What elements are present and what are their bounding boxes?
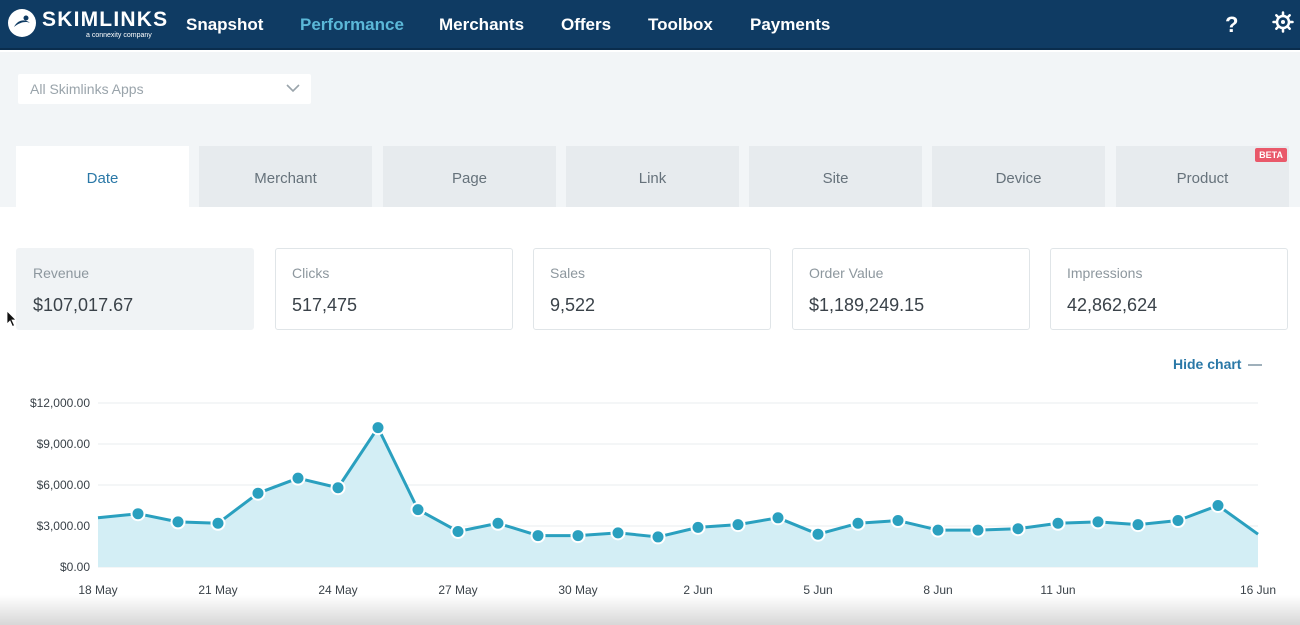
tab-product-label: Product: [1176, 170, 1229, 187]
revenue-chart: $12,000.00 $9,000.00 $6,000.00 $3,000.00 $0.…: [30, 396, 1276, 597]
data-point[interactable]: [890, 513, 906, 529]
data-point[interactable]: [210, 515, 226, 531]
metric-value: 9,522: [550, 295, 596, 315]
x-tick-label: 24 May: [318, 583, 357, 597]
metric-label: Sales: [550, 265, 586, 281]
tab-date[interactable]: Date: [16, 146, 189, 207]
help-icon[interactable]: ?: [1225, 12, 1239, 37]
data-point[interactable]: [610, 525, 626, 541]
y-tick-label: $6,000.00: [37, 478, 91, 492]
data-point[interactable]: [1050, 515, 1066, 531]
metric-value: 517,475: [292, 295, 358, 315]
beta-badge: BETA: [1255, 148, 1287, 162]
bottom-fade: [0, 595, 1300, 625]
brand-tagline: a connexity company: [86, 32, 152, 39]
x-tick-label: 11 Jun: [1040, 583, 1075, 597]
nav-toolbox[interactable]: Toolbox: [648, 15, 713, 34]
nav-snapshot[interactable]: Snapshot: [186, 15, 264, 34]
app-select-dropdown[interactable]: All Skimlinks Apps: [18, 74, 311, 104]
metric-value: 42,862,624: [1067, 295, 1158, 315]
data-point[interactable]: [690, 519, 706, 535]
minus-icon[interactable]: [1248, 364, 1262, 366]
nav-performance[interactable]: Performance: [300, 15, 404, 34]
metric-value: $107,017.67: [33, 295, 134, 315]
brand-name: SKIMLINKS: [42, 8, 169, 31]
data-point[interactable]: [1090, 514, 1106, 530]
mouse-cursor-icon: [6, 310, 18, 333]
x-tick-label: 16 Jun: [1240, 583, 1276, 597]
x-tick-label: 5 Jun: [803, 583, 832, 597]
data-point[interactable]: [810, 526, 826, 542]
data-point[interactable]: [1170, 513, 1186, 529]
tab-device[interactable]: Device: [932, 146, 1105, 207]
metric-card-clicks[interactable]: Clicks 517,475: [275, 248, 513, 330]
gear-icon[interactable]: [1272, 11, 1294, 39]
data-point[interactable]: [290, 470, 306, 486]
y-tick-label: $3,000.00: [37, 519, 91, 533]
data-point[interactable]: [130, 506, 146, 522]
data-point[interactable]: [250, 485, 266, 501]
data-point[interactable]: [650, 529, 666, 545]
y-tick-label: $12,000.00: [30, 396, 90, 410]
y-tick-label: $0.00: [60, 560, 90, 574]
x-tick-label: 2 Jun: [683, 583, 712, 597]
metric-card-order-value[interactable]: Order Value $1,189,249.15: [792, 248, 1030, 330]
logo-mark-icon: [8, 9, 36, 37]
metric-label: Clicks: [292, 265, 330, 281]
data-point[interactable]: [970, 522, 986, 538]
chevron-down-icon: [285, 80, 301, 101]
metric-card-sales[interactable]: Sales 9,522: [533, 248, 771, 330]
metric-value: $1,189,249.15: [809, 295, 925, 315]
data-point[interactable]: [770, 510, 786, 526]
nav-payments[interactable]: Payments: [750, 15, 831, 34]
tab-product[interactable]: Product BETA: [1116, 146, 1289, 207]
data-point[interactable]: [1010, 521, 1026, 537]
data-point[interactable]: [370, 420, 386, 436]
metric-label: Revenue: [33, 265, 90, 281]
x-tick-label: 21 May: [198, 583, 237, 597]
data-point[interactable]: [930, 522, 946, 538]
data-point[interactable]: [570, 528, 586, 544]
data-point[interactable]: [490, 515, 506, 531]
data-point[interactable]: [170, 514, 186, 530]
data-point[interactable]: [410, 502, 426, 518]
tab-page[interactable]: Page: [383, 146, 556, 207]
top-nav: SKIMLINKS a connexity company Snapshot P…: [0, 0, 1300, 50]
y-tick-label: $9,000.00: [37, 437, 91, 451]
data-point[interactable]: [1210, 498, 1226, 513]
data-point[interactable]: [730, 517, 746, 533]
metric-card-impressions[interactable]: Impressions 42,862,624: [1050, 248, 1288, 330]
data-point[interactable]: [450, 523, 466, 539]
metric-label: Order Value: [809, 265, 884, 281]
data-point[interactable]: [330, 480, 346, 496]
tab-link[interactable]: Link: [566, 146, 739, 207]
x-tick-label: 8 Jun: [923, 583, 952, 597]
skimlinks-logo[interactable]: SKIMLINKS a connexity company: [8, 6, 167, 44]
x-tick-label: 18 May: [78, 583, 117, 597]
hide-chart-link[interactable]: Hide chart: [1173, 356, 1242, 372]
data-point[interactable]: [1130, 517, 1146, 533]
revenue-area: [98, 427, 1258, 567]
nav-offers[interactable]: Offers: [561, 15, 612, 34]
app-select-value: All Skimlinks Apps: [30, 81, 144, 97]
nav-merchants[interactable]: Merchants: [439, 15, 525, 34]
metric-label: Impressions: [1067, 265, 1143, 281]
data-point[interactable]: [850, 515, 866, 531]
metric-card-revenue[interactable]: Revenue $107,017.67: [16, 248, 254, 330]
data-point[interactable]: [530, 528, 546, 544]
tab-site[interactable]: Site: [749, 146, 922, 207]
x-tick-label: 30 May: [558, 583, 597, 597]
tab-merchant[interactable]: Merchant: [199, 146, 372, 207]
x-tick-label: 27 May: [438, 583, 477, 597]
